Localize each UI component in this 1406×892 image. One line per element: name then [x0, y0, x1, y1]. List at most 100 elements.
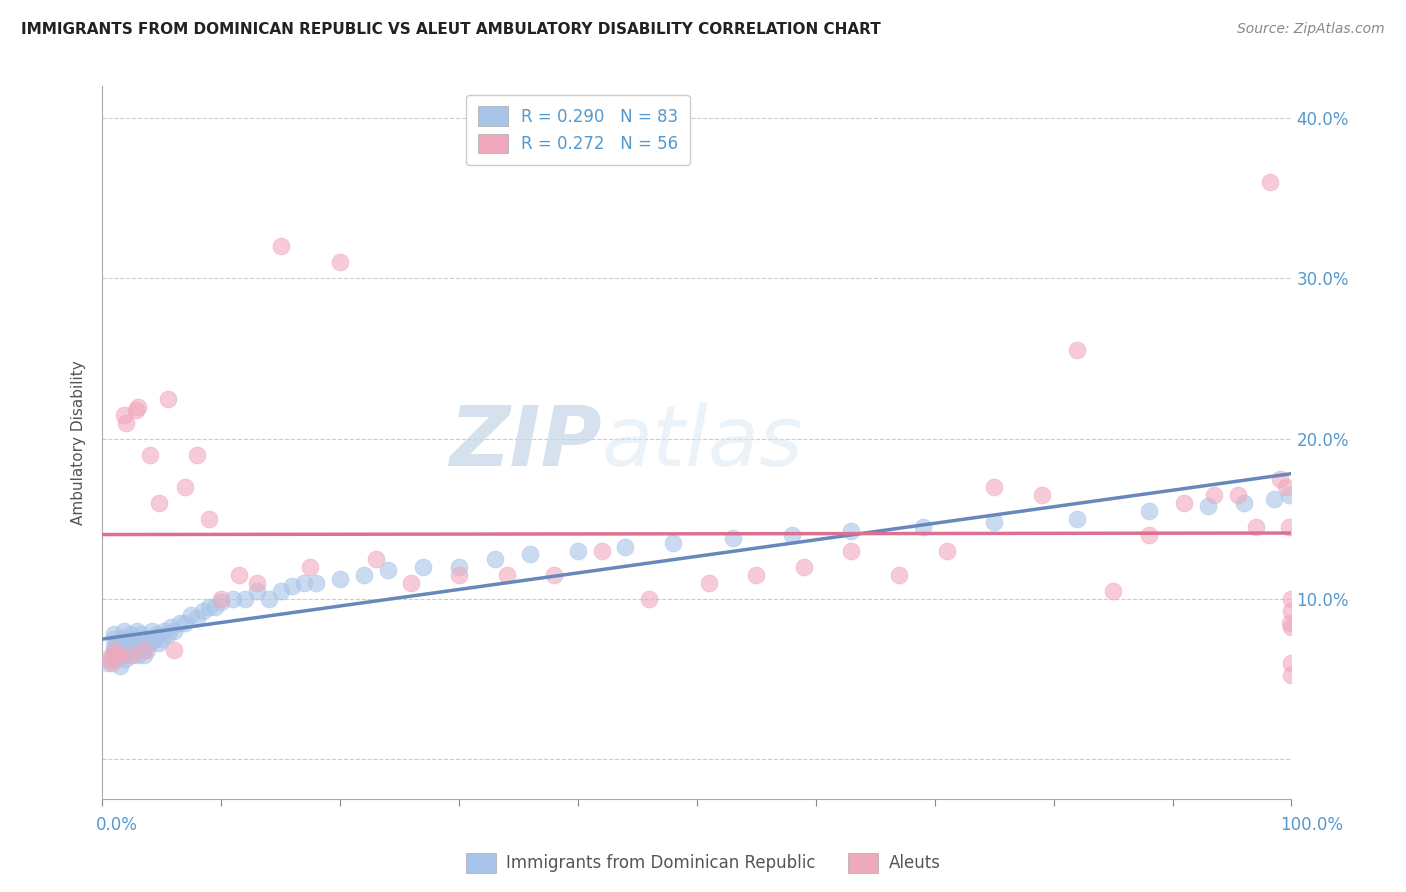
- Point: [124, 636, 146, 650]
- Point: [124, 402, 146, 417]
- Point: [1258, 175, 1281, 189]
- Point: [257, 591, 280, 606]
- Point: [131, 627, 153, 641]
- Point: [150, 632, 173, 646]
- Point: [1226, 487, 1249, 501]
- Point: [1137, 503, 1160, 517]
- Point: [115, 648, 138, 662]
- Point: [156, 392, 179, 406]
- Point: [105, 648, 128, 662]
- Point: [1281, 656, 1303, 670]
- Point: [697, 575, 720, 590]
- Point: [100, 648, 122, 662]
- Point: [127, 648, 149, 662]
- Point: [543, 567, 565, 582]
- Point: [148, 636, 170, 650]
- Point: [228, 567, 250, 582]
- Point: [983, 479, 1005, 493]
- Point: [141, 624, 163, 638]
- Point: [100, 656, 122, 670]
- Point: [299, 559, 322, 574]
- Point: [162, 643, 184, 657]
- Point: [204, 599, 226, 614]
- Text: IMMIGRANTS FROM DOMINICAN REPUBLIC VS ALEUT AMBULATORY DISABILITY CORRELATION CH: IMMIGRANTS FROM DOMINICAN REPUBLIC VS AL…: [21, 22, 880, 37]
- Point: [745, 567, 768, 582]
- Point: [111, 643, 134, 657]
- Point: [103, 643, 125, 657]
- Point: [103, 632, 125, 646]
- Point: [174, 479, 197, 493]
- Point: [1279, 615, 1302, 630]
- Point: [115, 416, 138, 430]
- Point: [412, 559, 434, 574]
- Point: [1281, 591, 1303, 606]
- Point: [132, 648, 155, 662]
- Point: [353, 567, 375, 582]
- Point: [103, 640, 125, 654]
- Point: [112, 624, 135, 638]
- Point: [364, 551, 387, 566]
- Point: [401, 575, 423, 590]
- Point: [305, 575, 328, 590]
- Point: [122, 632, 145, 646]
- Point: [887, 567, 910, 582]
- Point: [447, 559, 470, 574]
- Point: [117, 643, 139, 657]
- Point: [377, 563, 399, 577]
- Point: [174, 615, 197, 630]
- Point: [136, 643, 159, 657]
- Point: [281, 579, 304, 593]
- Point: [233, 591, 256, 606]
- Point: [329, 255, 352, 269]
- Point: [1244, 519, 1267, 533]
- Point: [270, 239, 292, 253]
- Point: [162, 624, 184, 638]
- Point: [107, 636, 129, 650]
- Point: [209, 591, 232, 606]
- Point: [110, 632, 132, 646]
- Point: [108, 648, 131, 662]
- Point: [1281, 620, 1303, 634]
- Point: [198, 599, 221, 614]
- Point: [121, 640, 143, 654]
- Point: [135, 632, 157, 646]
- Point: [115, 632, 138, 646]
- Point: [614, 541, 637, 555]
- Point: [156, 627, 179, 641]
- Point: [1278, 487, 1301, 501]
- Point: [193, 604, 215, 618]
- Point: [97, 656, 120, 670]
- Text: ZIP: ZIP: [449, 402, 602, 483]
- Point: [125, 624, 148, 638]
- Point: [638, 591, 661, 606]
- Point: [841, 524, 863, 539]
- Point: [519, 547, 541, 561]
- Point: [591, 543, 613, 558]
- Point: [1197, 499, 1219, 513]
- Text: 100.0%: 100.0%: [1279, 816, 1343, 834]
- Point: [841, 543, 863, 558]
- Point: [1066, 511, 1088, 525]
- Point: [139, 448, 162, 462]
- Point: [112, 636, 135, 650]
- Point: [198, 511, 221, 525]
- Point: [1204, 487, 1226, 501]
- Point: [186, 611, 208, 625]
- Point: [662, 535, 685, 549]
- Point: [935, 543, 957, 558]
- Point: [1281, 604, 1303, 618]
- Point: [108, 658, 131, 673]
- Point: [143, 632, 166, 646]
- Point: [484, 551, 506, 566]
- Point: [1233, 495, 1256, 509]
- Text: 0.0%: 0.0%: [96, 816, 138, 834]
- Point: [721, 531, 744, 545]
- Point: [153, 624, 176, 638]
- Legend: Immigrants from Dominican Republic, Aleuts: Immigrants from Dominican Republic, Aleu…: [458, 847, 948, 880]
- Point: [124, 643, 146, 657]
- Point: [1137, 527, 1160, 541]
- Point: [292, 575, 315, 590]
- Point: [105, 643, 128, 657]
- Point: [114, 652, 136, 666]
- Point: [118, 627, 141, 641]
